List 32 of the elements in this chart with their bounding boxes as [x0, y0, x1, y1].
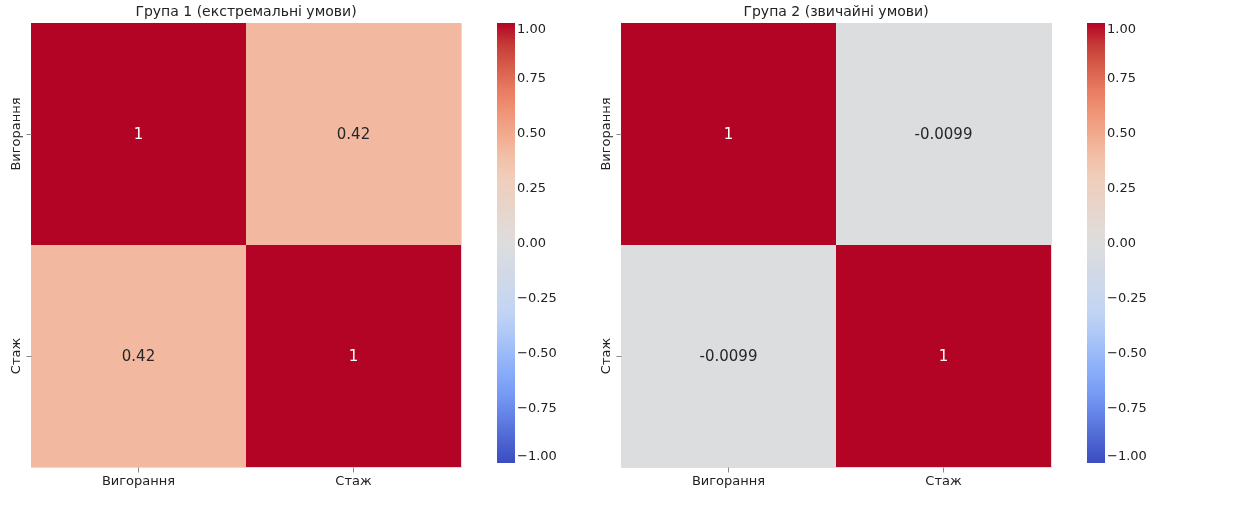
color-bar-label: −1.00 [517, 448, 557, 463]
color-bar-label: 0.00 [1107, 235, 1136, 250]
data-label: -0.0099 [699, 347, 758, 365]
color-bar-label: −0.75 [517, 400, 557, 415]
color-bar-label: 0.25 [517, 180, 546, 195]
x-tick-label: Стаж [925, 472, 962, 488]
color-bar-label: 1.00 [1107, 21, 1136, 36]
color-bar-label: 1.00 [517, 21, 546, 36]
color-bar-label: 0.25 [1107, 180, 1136, 195]
x-tick-label: Вигорання [691, 472, 766, 488]
color-bar-label: 0.00 [517, 235, 546, 250]
data-label: 1 [723, 125, 734, 143]
color-bar-label: −0.25 [1107, 290, 1147, 305]
x-tick-label: Стаж [335, 472, 372, 488]
color-bar-label: −0.50 [517, 345, 557, 360]
data-label: -0.0099 [914, 125, 973, 143]
color-bar-label: 0.50 [517, 125, 546, 140]
color-bar-label: −0.75 [1107, 400, 1147, 415]
color-bar-label: 0.75 [517, 70, 546, 85]
color-bar-label: −1.00 [1107, 448, 1147, 463]
color-bar-label: −0.50 [1107, 345, 1147, 360]
data-label: 0.42 [336, 125, 371, 143]
x-tick-label: Вигорання [101, 472, 176, 488]
color-bar-label: −0.25 [517, 290, 557, 305]
chart-title: Група 1 (екстремальні умови) [135, 3, 357, 19]
color-bar-label: 0.75 [1107, 70, 1136, 85]
data-label: 1 [938, 347, 949, 365]
color-bar-label: 0.50 [1107, 125, 1136, 140]
data-label: 1 [133, 125, 144, 143]
chart-title: Група 2 (звичайні умови) [743, 3, 929, 19]
data-label: 0.42 [121, 347, 156, 365]
data-label: 1 [348, 347, 359, 365]
